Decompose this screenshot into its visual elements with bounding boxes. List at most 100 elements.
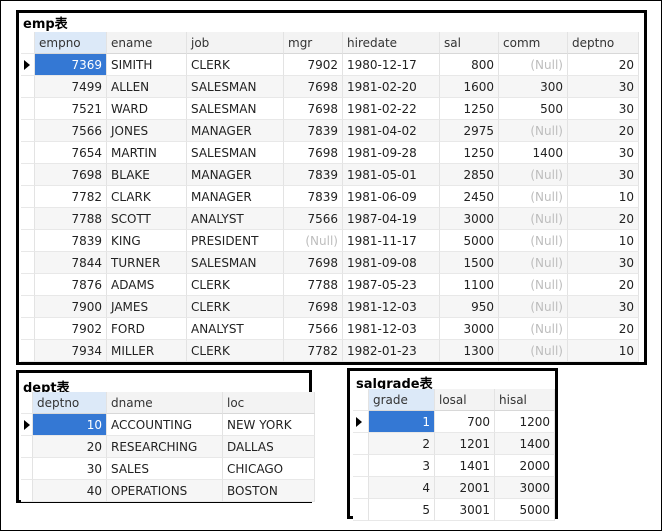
table-cell: 7788 bbox=[284, 274, 343, 296]
column-header: grade bbox=[369, 389, 435, 411]
column-header: dname bbox=[107, 392, 223, 414]
table-cell: 1981-12-03 bbox=[343, 318, 440, 340]
table-cell: 1500 bbox=[440, 252, 499, 274]
table-cell: MARTIN bbox=[107, 142, 187, 164]
table-cell: 2 bbox=[369, 433, 435, 455]
table-cell: 30 bbox=[33, 458, 107, 480]
table-cell: SCOTT bbox=[107, 208, 187, 230]
table-cell: 300 bbox=[499, 76, 568, 98]
table-panel: dept表 deptno dname loc 10 ACCOUNTING NEW YORK 2… bbox=[16, 370, 315, 503]
row-pointer bbox=[24, 420, 30, 430]
table-cell: 3 bbox=[369, 455, 435, 477]
table-cell: 1981-02-22 bbox=[343, 98, 440, 120]
table-cell: 1250 bbox=[440, 98, 499, 120]
column-header: ename bbox=[107, 32, 187, 54]
table-cell: ALLEN bbox=[107, 76, 187, 98]
table-cell: 7698 bbox=[284, 76, 343, 98]
table-cell: WARD bbox=[107, 98, 187, 120]
row-indicator bbox=[21, 318, 35, 340]
table-cell: 10 bbox=[568, 230, 639, 252]
row-indicator bbox=[21, 54, 35, 76]
table-cell: 2975 bbox=[440, 120, 499, 142]
table-cell: (Null) bbox=[499, 274, 568, 296]
table-cell: 10 bbox=[568, 340, 639, 362]
table-cell: 20 bbox=[568, 208, 639, 230]
table-cell: 950 bbox=[440, 296, 499, 318]
table-panel: emp表 empno ename job mgr hiredate sal comm deptn… bbox=[16, 10, 647, 365]
table-cell: (Null) bbox=[499, 318, 568, 340]
table-cell: 1600 bbox=[440, 76, 499, 98]
table-cell: 30 bbox=[568, 164, 639, 186]
row-indicator bbox=[21, 142, 35, 164]
header-indicator bbox=[353, 389, 369, 411]
table-cell: 7839 bbox=[284, 164, 343, 186]
table-cell: (Null) bbox=[499, 230, 568, 252]
row-indicator bbox=[21, 186, 35, 208]
table-cell: 10 bbox=[33, 414, 107, 436]
table-cell: 7654 bbox=[35, 142, 107, 164]
table-cell: 10 bbox=[568, 186, 639, 208]
table-cell: 7499 bbox=[35, 76, 107, 98]
table-cell: 800 bbox=[440, 54, 499, 76]
table-cell: 1980-12-17 bbox=[343, 54, 440, 76]
table-cell: JAMES bbox=[107, 296, 187, 318]
row-indicator bbox=[21, 274, 35, 296]
table-cell: (Null) bbox=[499, 164, 568, 186]
table-cell: SALESMAN bbox=[187, 98, 284, 120]
table-cell: 7698 bbox=[284, 98, 343, 120]
table-cell: 2000 bbox=[495, 455, 555, 477]
table-cell: 2001 bbox=[435, 477, 495, 499]
table-cell: 7521 bbox=[35, 98, 107, 120]
table-cell: 20 bbox=[568, 120, 639, 142]
table-cell: 1981-12-03 bbox=[343, 296, 440, 318]
table-cell: 30 bbox=[568, 98, 639, 120]
table-cell: BOSTON bbox=[223, 480, 315, 502]
row-indicator bbox=[353, 499, 369, 521]
table-title: salgrade表 bbox=[356, 377, 433, 392]
table-cell: MILLER bbox=[107, 340, 187, 362]
row-indicator bbox=[353, 433, 369, 455]
table-cell: 1 bbox=[369, 411, 435, 433]
table-cell: CLERK bbox=[187, 340, 284, 362]
table-cell: 3000 bbox=[440, 208, 499, 230]
table-cell: 1250 bbox=[440, 142, 499, 164]
table-cell: 7698 bbox=[284, 252, 343, 274]
table-cell: 1401 bbox=[435, 455, 495, 477]
row-indicator bbox=[353, 411, 369, 433]
table-cell: ACCOUNTING bbox=[107, 414, 223, 436]
column-header: loc bbox=[223, 392, 315, 414]
column-header: comm bbox=[499, 32, 568, 54]
table-cell: 7839 bbox=[284, 120, 343, 142]
table-cell: 7698 bbox=[284, 296, 343, 318]
table-cell: 20 bbox=[568, 318, 639, 340]
table-panel: salgrade表 grade losal hisal 1 700 1200 2 1201 140… bbox=[347, 368, 558, 521]
table-cell: 7566 bbox=[35, 120, 107, 142]
header-indicator bbox=[21, 392, 33, 414]
table-cell: 4 bbox=[369, 477, 435, 499]
column-header: mgr bbox=[284, 32, 343, 54]
table-cell: SALESMAN bbox=[187, 142, 284, 164]
table-cell: (Null) bbox=[499, 54, 568, 76]
table-cell: 7782 bbox=[35, 186, 107, 208]
row-indicator bbox=[21, 252, 35, 274]
table-cell: 7839 bbox=[35, 230, 107, 252]
table-cell: 7844 bbox=[35, 252, 107, 274]
table-cell: (Null) bbox=[499, 208, 568, 230]
table-cell: 3000 bbox=[495, 477, 555, 499]
row-indicator bbox=[353, 477, 369, 499]
table-cell: 20 bbox=[568, 54, 639, 76]
column-header: losal bbox=[435, 389, 495, 411]
row-indicator bbox=[21, 230, 35, 252]
table-cell: 7902 bbox=[35, 318, 107, 340]
table-cell: 1300 bbox=[440, 340, 499, 362]
table-cell: 1201 bbox=[435, 433, 495, 455]
row-indicator bbox=[21, 76, 35, 98]
table-cell: (Null) bbox=[499, 340, 568, 362]
column-header: job bbox=[187, 32, 284, 54]
table-cell: 7876 bbox=[35, 274, 107, 296]
table-cell: CLERK bbox=[187, 274, 284, 296]
table-cell: 20 bbox=[568, 274, 639, 296]
table-cell: ADAMS bbox=[107, 274, 187, 296]
table-cell: 30 bbox=[568, 252, 639, 274]
table-cell: CHICAGO bbox=[223, 458, 315, 480]
